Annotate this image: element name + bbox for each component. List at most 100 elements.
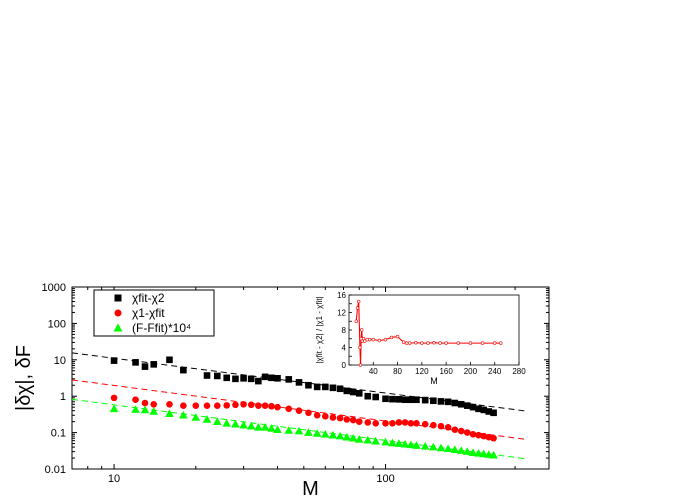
- series-1-point: [401, 396, 409, 404]
- inset-point: [355, 306, 360, 310]
- inset-y-tick-label: 12: [337, 309, 346, 318]
- series-2-point: [247, 401, 255, 409]
- series-1-point: [110, 357, 118, 364]
- series-3-point: [165, 409, 174, 418]
- series-1-point: [336, 385, 344, 393]
- inset-point: [357, 299, 361, 304]
- series-2-point: [274, 403, 281, 411]
- series-3-point: [436, 443, 446, 452]
- inset-plot: 0 4 8 12 16 40 80 120 160 200 240 280 M |χfit - χ2| /…: [315, 291, 526, 386]
- inset-point: [354, 319, 358, 323]
- series-1-point: [232, 375, 239, 383]
- series-1-point: [268, 374, 275, 382]
- series-2-point: [457, 427, 465, 435]
- series-3-point: [222, 419, 232, 427]
- series-1-point: [437, 398, 445, 405]
- legend-label: χfit-χ2: [132, 291, 165, 305]
- series-2-point: [451, 426, 459, 434]
- series-3-point: [443, 444, 453, 453]
- inset-y-tick-label: 8: [342, 326, 347, 335]
- series-1-point: [313, 383, 321, 391]
- inset-frame: [348, 294, 520, 366]
- series-3-point: [267, 424, 276, 432]
- inset-point: [480, 341, 485, 345]
- series-3-point: [140, 405, 150, 414]
- series-3-point: [406, 440, 416, 449]
- inset-y-tick-label: 0: [342, 361, 347, 370]
- series-3-point: [412, 441, 421, 449]
- inset-point: [389, 335, 394, 340]
- inset-point: [438, 341, 442, 345]
- series-1-point: [444, 398, 452, 406]
- series-3-point: [400, 439, 410, 448]
- series-1-point: [407, 396, 415, 404]
- series-1-point: [247, 375, 255, 383]
- series-1-point: [305, 381, 312, 389]
- series-3-point: [342, 432, 352, 441]
- series-3-point: [348, 433, 358, 442]
- inset-x-tick-label: 200: [464, 367, 478, 376]
- series-3-point: [456, 446, 466, 454]
- series-3-point: [394, 439, 404, 447]
- series-2-point: [355, 418, 363, 425]
- inset-point: [404, 341, 409, 345]
- series-2-point: [401, 419, 409, 426]
- series-2-point: [382, 420, 389, 427]
- series-1-point: [457, 400, 465, 408]
- series-3-point: [260, 422, 270, 431]
- series-2-point: [372, 420, 380, 427]
- series-1-point: [132, 359, 139, 366]
- series-1-point: [150, 361, 158, 368]
- inset-point: [444, 341, 448, 345]
- series-2-point: [203, 402, 211, 409]
- series-2-point: [395, 419, 403, 426]
- series-3-point: [149, 407, 159, 415]
- series-1-point: [451, 399, 459, 407]
- series-1-point: [349, 388, 357, 396]
- series-1-point: [255, 377, 262, 385]
- series-2-point: [430, 421, 437, 429]
- x-tick-label: 10: [108, 473, 120, 485]
- series-2-point: [132, 396, 139, 404]
- series-3-point: [212, 417, 222, 425]
- series-3-point: [371, 436, 381, 445]
- series-1-point: [180, 366, 187, 374]
- inset-point: [377, 338, 382, 343]
- series-3-point: [131, 405, 140, 413]
- series-3-point: [420, 442, 430, 450]
- series-3-point: [381, 437, 390, 446]
- series-3-point: [191, 413, 201, 421]
- series-3-point: [462, 447, 472, 455]
- series-1-point: [203, 372, 211, 379]
- inset-x-axis-label: M: [430, 376, 438, 386]
- inset-point: [456, 341, 460, 345]
- inset-point: [468, 341, 473, 345]
- series-1-point: [490, 409, 497, 417]
- series-2-point: [322, 413, 329, 420]
- series-1-point: [274, 375, 281, 382]
- series-2-point: [444, 423, 452, 431]
- series-1-point: [355, 390, 363, 397]
- inset-x-tick-label: 120: [415, 367, 429, 376]
- series-2-point: [285, 405, 293, 413]
- series-2-point: [166, 400, 173, 408]
- series-3-point: [328, 430, 338, 439]
- series-2-point: [232, 401, 239, 409]
- inset-x-tick-label: 280: [512, 367, 526, 376]
- y-tick-label: 0.1: [51, 428, 66, 440]
- x-axis-label: M: [302, 478, 319, 498]
- series-1-point: [364, 392, 372, 400]
- series-3-point: [294, 426, 304, 435]
- series-2-point: [223, 402, 231, 409]
- series-2-point: [329, 414, 337, 421]
- series-1-point: [421, 396, 429, 404]
- series-1-point: [295, 379, 303, 386]
- series-2-point: [336, 414, 344, 422]
- inset-point: [401, 340, 406, 344]
- series-1-point: [480, 406, 488, 414]
- series-2-point: [213, 402, 221, 409]
- series-2-point: [469, 430, 477, 438]
- series-1-point: [430, 397, 437, 405]
- series-1-point: [329, 384, 337, 392]
